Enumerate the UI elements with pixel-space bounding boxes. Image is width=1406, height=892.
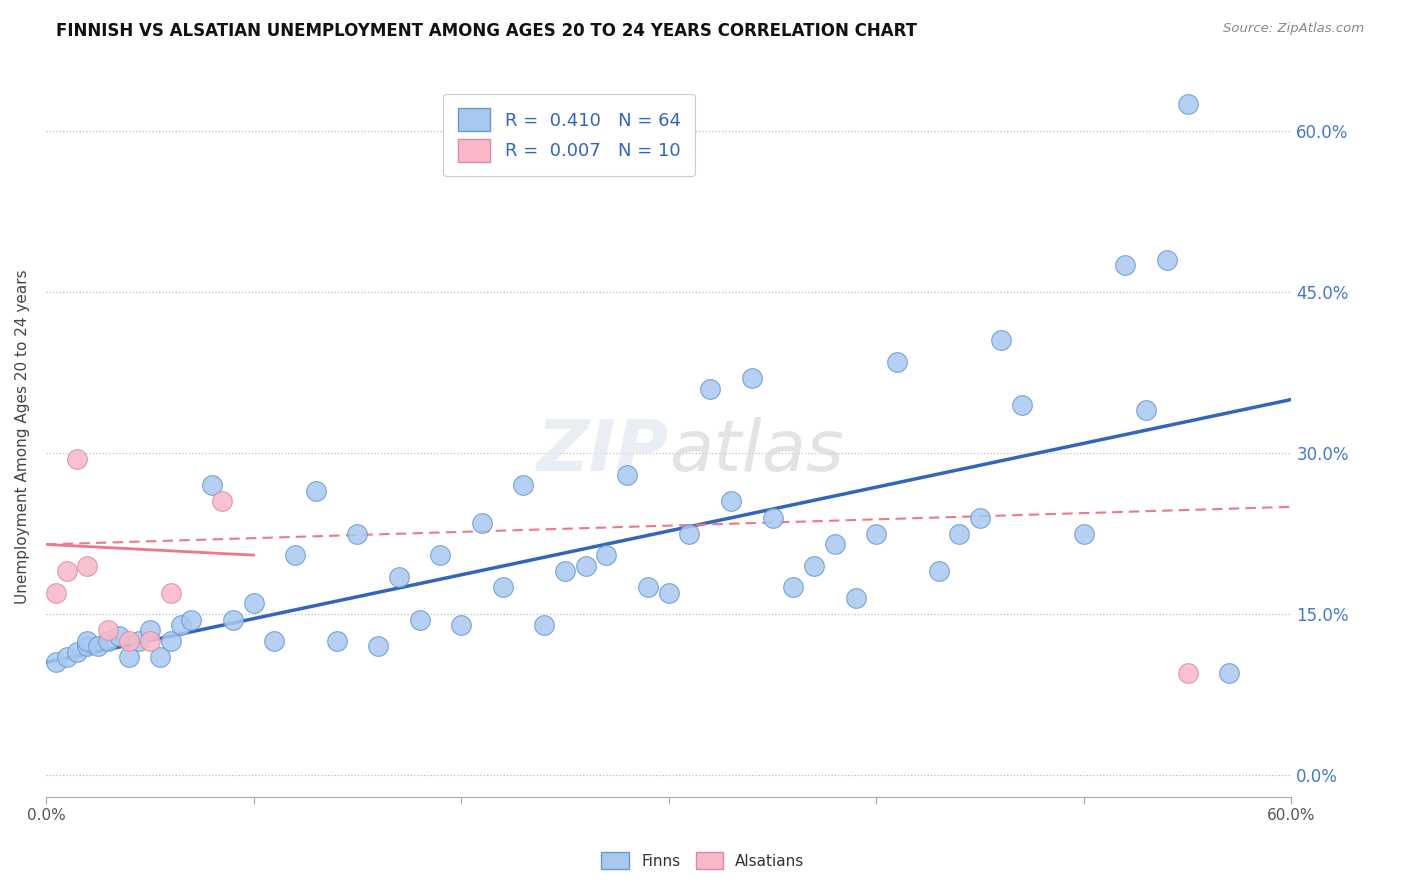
Legend: Finns, Alsatians: Finns, Alsatians	[595, 846, 811, 875]
Point	[1073, 526, 1095, 541]
Point	[575, 558, 598, 573]
Point	[595, 548, 617, 562]
Point	[55, 564, 77, 578]
Point	[450, 618, 472, 632]
Y-axis label: Unemployment Among Ages 20 to 24 years: Unemployment Among Ages 20 to 24 years	[15, 269, 30, 605]
Point	[699, 382, 721, 396]
Point	[678, 526, 700, 541]
Point	[159, 634, 181, 648]
Point	[201, 478, 224, 492]
Point	[1114, 258, 1136, 272]
Text: atlas: atlas	[669, 417, 844, 486]
Legend: R =  0.410   N = 64, R =  0.007   N = 10: R = 0.410 N = 64, R = 0.007 N = 10	[443, 94, 695, 177]
Point	[284, 548, 307, 562]
Point	[616, 467, 638, 482]
Point	[990, 334, 1012, 348]
Point	[97, 634, 120, 648]
Point	[761, 510, 783, 524]
Point	[97, 624, 120, 638]
Point	[969, 510, 991, 524]
Point	[118, 634, 141, 648]
Point	[720, 494, 742, 508]
Point	[782, 580, 804, 594]
Point	[66, 451, 89, 466]
Point	[45, 585, 67, 599]
Point	[263, 634, 285, 648]
Point	[159, 585, 181, 599]
Point	[803, 558, 825, 573]
Point	[1011, 398, 1033, 412]
Point	[471, 516, 494, 530]
Point	[107, 629, 129, 643]
Point	[367, 640, 389, 654]
Point	[408, 613, 430, 627]
Point	[1177, 97, 1199, 112]
Text: FINNISH VS ALSATIAN UNEMPLOYMENT AMONG AGES 20 TO 24 YEARS CORRELATION CHART: FINNISH VS ALSATIAN UNEMPLOYMENT AMONG A…	[56, 22, 917, 40]
Point	[76, 558, 98, 573]
Point	[76, 634, 98, 648]
Point	[741, 371, 763, 385]
Point	[533, 618, 555, 632]
Point	[180, 613, 202, 627]
Point	[824, 537, 846, 551]
Point	[118, 650, 141, 665]
Point	[149, 650, 172, 665]
Point	[139, 634, 162, 648]
Point	[346, 526, 368, 541]
Point	[66, 645, 89, 659]
Point	[388, 569, 411, 583]
Point	[211, 494, 233, 508]
Point	[554, 564, 576, 578]
Point	[170, 618, 193, 632]
Point	[948, 526, 970, 541]
Point	[87, 640, 110, 654]
Point	[222, 613, 245, 627]
Point	[1156, 252, 1178, 267]
Point	[55, 650, 77, 665]
Point	[429, 548, 451, 562]
Point	[325, 634, 347, 648]
Point	[886, 355, 908, 369]
Point	[139, 624, 162, 638]
Point	[45, 656, 67, 670]
Point	[865, 526, 887, 541]
Point	[512, 478, 534, 492]
Point	[76, 640, 98, 654]
Point	[492, 580, 515, 594]
Point	[658, 585, 681, 599]
Point	[844, 591, 866, 605]
Point	[305, 483, 328, 498]
Point	[928, 564, 950, 578]
Point	[128, 634, 150, 648]
Point	[1177, 666, 1199, 681]
Text: Source: ZipAtlas.com: Source: ZipAtlas.com	[1223, 22, 1364, 36]
Point	[637, 580, 659, 594]
Text: ZIP: ZIP	[537, 417, 669, 486]
Point	[1218, 666, 1240, 681]
Point	[242, 597, 264, 611]
Point	[1135, 403, 1157, 417]
